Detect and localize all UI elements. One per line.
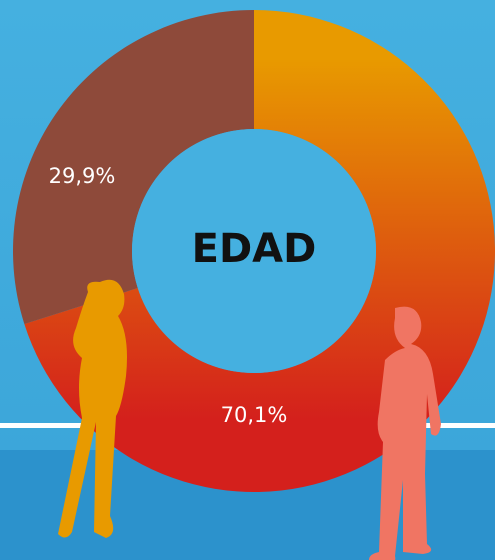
- donut-hole: [132, 129, 376, 373]
- person-right: [369, 306, 441, 560]
- donut: [12, 10, 495, 493]
- person-left: [58, 279, 127, 538]
- slice: [24, 10, 495, 493]
- slice: [12, 10, 255, 325]
- value-label: 70,1%: [221, 403, 288, 427]
- center-label: EDAD: [192, 226, 317, 272]
- value-label: 29,9%: [49, 164, 116, 188]
